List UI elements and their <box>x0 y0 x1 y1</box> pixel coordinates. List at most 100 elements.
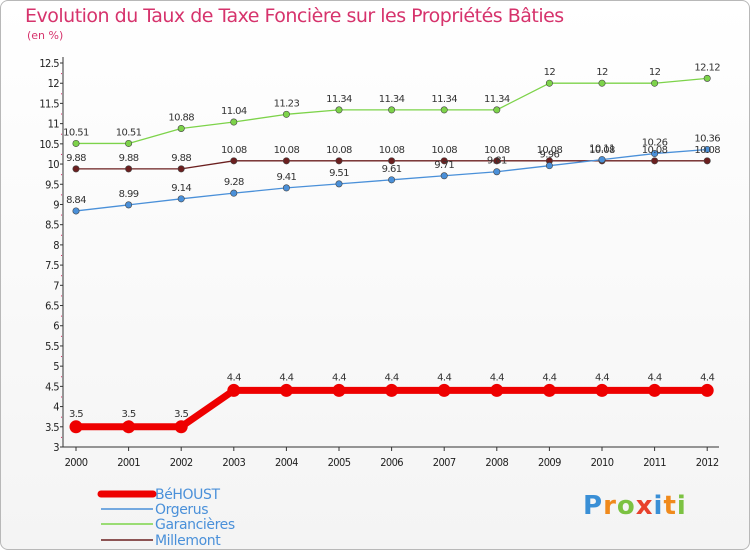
logo-letter: t <box>663 491 677 521</box>
y-tick-label: 7 <box>53 279 59 292</box>
data-point <box>335 180 343 188</box>
x-tick-label: 2006 <box>380 456 403 469</box>
data-label: 10.08 <box>589 145 615 156</box>
data-point <box>335 106 343 114</box>
data-point <box>332 383 346 397</box>
data-label: 10.88 <box>168 112 194 123</box>
data-point <box>385 383 399 397</box>
data-point <box>177 165 185 173</box>
data-label: 4.4 <box>227 372 241 383</box>
data-label: 9.14 <box>171 183 191 194</box>
data-label: 9.71 <box>434 160 454 171</box>
data-label: 10.08 <box>379 145 405 156</box>
data-point <box>230 189 238 197</box>
data-point <box>703 146 711 154</box>
y-tick-label: 10 <box>48 158 60 171</box>
data-point <box>230 157 238 165</box>
data-label: 10.08 <box>326 145 352 156</box>
y-minor-tick <box>61 93 62 95</box>
y-tick-label: 6 <box>53 320 59 333</box>
y-minor-tick <box>61 153 62 155</box>
data-point <box>177 195 185 203</box>
logo-letter: o <box>616 491 636 521</box>
data-label: 10.36 <box>694 134 720 145</box>
y-minor-tick <box>61 356 62 358</box>
x-tick-label: 2001 <box>117 456 140 469</box>
data-point <box>230 118 238 126</box>
data-label: 4.4 <box>385 372 399 383</box>
data-point <box>440 157 448 165</box>
legend-label: Orgerus <box>155 502 208 518</box>
data-label: 10.26 <box>642 138 668 149</box>
y-tick-label: 6.5 <box>45 300 59 313</box>
y-minor-tick <box>61 275 62 277</box>
data-point <box>493 157 501 165</box>
data-label: 8.84 <box>66 195 86 206</box>
y-tick-label: 8 <box>53 239 59 252</box>
data-point <box>437 383 451 397</box>
data-point <box>388 176 396 184</box>
data-point <box>598 79 606 87</box>
data-point <box>542 383 556 397</box>
y-minor-tick <box>61 315 62 317</box>
data-point <box>651 157 659 165</box>
y-tick-label: 5.5 <box>45 340 59 353</box>
y-minor-tick <box>61 133 62 135</box>
series-layer <box>69 74 714 434</box>
data-point <box>440 106 448 114</box>
y-minor-tick <box>61 174 62 176</box>
x-tick-label: 2008 <box>485 456 508 469</box>
logo-letter: r <box>603 491 617 521</box>
data-point <box>703 157 711 165</box>
data-label: 9.51 <box>329 168 349 179</box>
data-label: 11.34 <box>326 94 352 105</box>
data-point <box>282 110 290 118</box>
data-point <box>72 139 80 147</box>
y-tick-label: 3 <box>53 441 59 454</box>
data-label: 10.11 <box>589 144 615 155</box>
x-tick-label: 2011 <box>643 456 666 469</box>
data-label: 4.4 <box>700 372 714 383</box>
data-label: 9.88 <box>171 153 191 164</box>
proxiti-logo: Proxiti <box>583 491 687 521</box>
data-label: 3.5 <box>122 409 136 420</box>
data-point <box>651 79 659 87</box>
data-point <box>493 168 501 176</box>
logo-letter: i <box>676 491 687 521</box>
data-point <box>177 124 185 132</box>
y-axis-unit-label: (en %) <box>27 29 64 42</box>
data-label: 4.4 <box>279 372 293 383</box>
data-label: 11.34 <box>431 94 457 105</box>
y-minor-tick <box>61 255 62 256</box>
data-point <box>72 165 80 173</box>
data-point <box>493 106 501 114</box>
y-tick-label: 9 <box>53 198 59 211</box>
data-point <box>651 150 659 158</box>
data-label: 4.4 <box>332 372 346 383</box>
data-label: 4.4 <box>595 372 609 383</box>
x-tick-label: 2009 <box>538 456 561 469</box>
logo-letter: P <box>583 491 604 521</box>
axes: 3 3.5 4 4.5 5 5.5 6 6.5 7 7.5 8 8.5 9 9.5 10 10.5 11 11.5… <box>39 57 719 469</box>
y-minor-tick <box>61 416 62 418</box>
data-point <box>388 157 396 165</box>
data-label: 3.5 <box>174 409 188 420</box>
data-label: 11.34 <box>379 94 405 105</box>
data-label: 4.4 <box>542 372 556 383</box>
data-label: 11.34 <box>484 94 510 105</box>
data-label: 4.4 <box>490 372 504 383</box>
data-label: 11.23 <box>274 98 300 109</box>
y-tick-label: 7.5 <box>45 259 59 272</box>
data-point <box>648 383 662 397</box>
data-point <box>440 172 448 180</box>
data-label: 9.61 <box>382 164 402 175</box>
y-tick-label: 10.5 <box>39 138 59 151</box>
data-label: 10.08 <box>642 145 668 156</box>
y-tick-label: 9.5 <box>45 178 59 191</box>
data-point <box>227 383 241 397</box>
data-label: 10.08 <box>694 145 720 156</box>
data-label: 10.08 <box>274 145 300 156</box>
